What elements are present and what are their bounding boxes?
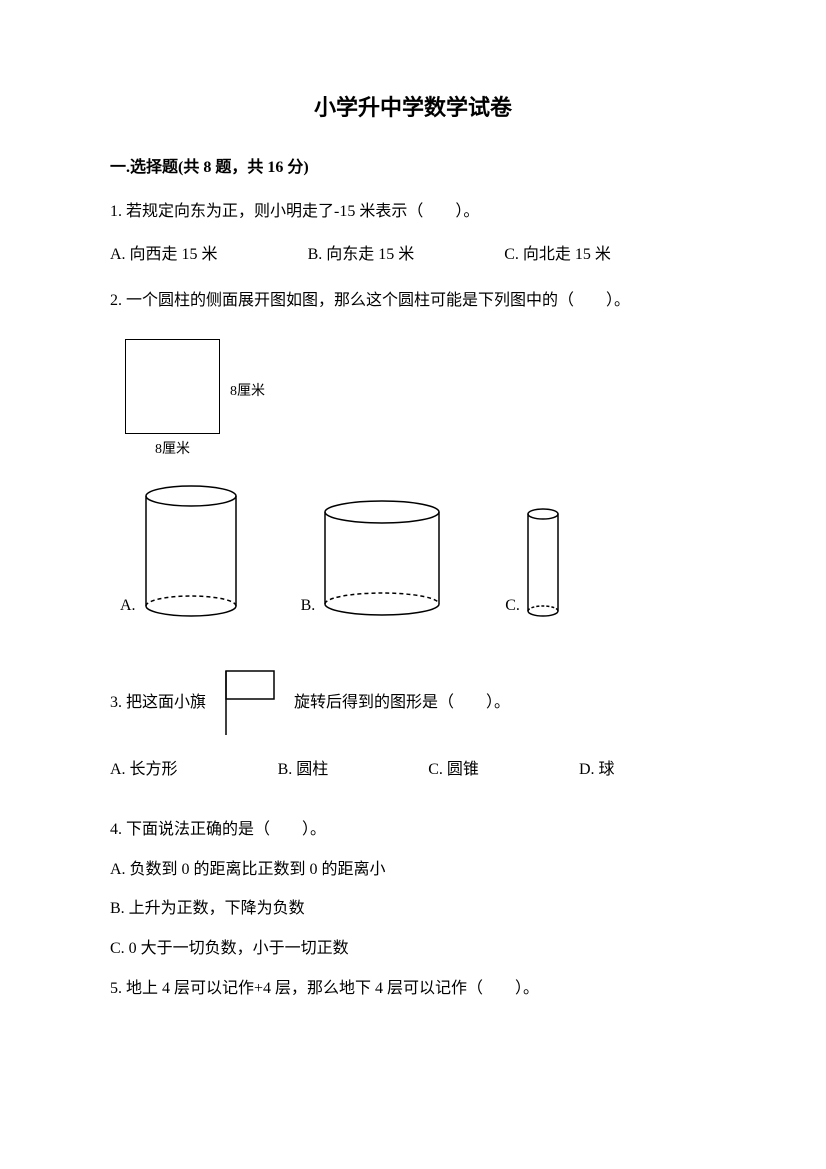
- question-1: 1. 若规定向东为正，则小明走了-15 米表示（ ）。: [110, 199, 716, 225]
- cylinder-a-label: A.: [120, 593, 136, 619]
- q3-option-b: B. 圆柱: [278, 757, 329, 783]
- q3-option-c: C. 圆锥: [428, 757, 479, 783]
- cylinders-row: A. B. C.: [120, 484, 716, 619]
- cylinder-c-icon: [525, 507, 561, 619]
- question-3: 3. 把这面小旗 旋转后得到的图形是（ ）。: [110, 669, 716, 737]
- cylinder-c: C.: [505, 507, 561, 619]
- question-2: 2. 一个圆柱的侧面展开图如图，那么这个圆柱可能是下列图中的（ ）。: [110, 288, 716, 314]
- section-header: 一.选择题(共 8 题，共 16 分): [110, 155, 716, 181]
- cylinder-b: B.: [301, 499, 446, 619]
- square-diagram: 8厘米 8厘米: [125, 339, 265, 434]
- q4-option-a: A. 负数到 0 的距离比正数到 0 的距离小: [110, 857, 716, 883]
- question-4: 4. 下面说法正确的是（ ）。: [110, 817, 716, 843]
- exam-title: 小学升中学数学试卷: [110, 90, 716, 125]
- cylinder-c-label: C.: [505, 593, 520, 619]
- cylinder-a: A.: [120, 484, 241, 619]
- q1-option-a: A. 向西走 15 米: [110, 242, 218, 268]
- flag-icon: [214, 669, 286, 737]
- q4-option-c: C. 0 大于一切负数，小于一切正数: [110, 936, 716, 962]
- cylinder-b-icon: [320, 499, 445, 619]
- q3-suffix: 旋转后得到的图形是（ ）。: [294, 690, 510, 716]
- square-box: [125, 339, 220, 434]
- cylinder-b-label: B.: [301, 593, 316, 619]
- square-label-right: 8厘米: [230, 381, 265, 403]
- q1-option-c: C. 向北走 15 米: [504, 242, 611, 268]
- cylinder-a-icon: [141, 484, 241, 619]
- q1-options: A. 向西走 15 米 B. 向东走 15 米 C. 向北走 15 米: [110, 242, 716, 268]
- q3-option-d: D. 球: [579, 757, 615, 783]
- q4-option-b: B. 上升为正数，下降为负数: [110, 896, 716, 922]
- question-5: 5. 地上 4 层可以记作+4 层，那么地下 4 层可以记作（ ）。: [110, 976, 716, 1002]
- q3-option-a: A. 长方形: [110, 757, 178, 783]
- q1-option-b: B. 向东走 15 米: [308, 242, 415, 268]
- q3-prefix: 3. 把这面小旗: [110, 690, 206, 716]
- q3-options: A. 长方形 B. 圆柱 C. 圆锥 D. 球: [110, 757, 716, 783]
- square-label-bottom: 8厘米: [155, 439, 190, 461]
